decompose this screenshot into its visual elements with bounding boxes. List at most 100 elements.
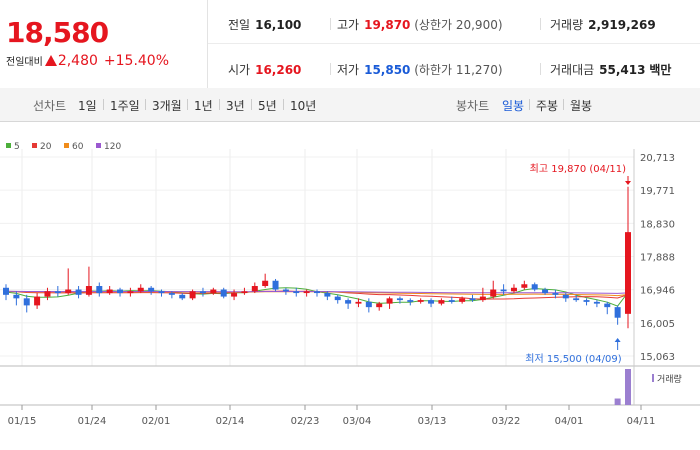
divider — [187, 99, 188, 110]
volume-label: 거래량 — [550, 18, 584, 32]
legend-label: 20 — [40, 142, 52, 152]
candle-body — [137, 287, 144, 292]
legend-ma120: 120 — [96, 142, 121, 152]
y-tick-label: 16,946 — [640, 286, 675, 297]
legend-ma60: 60 — [64, 142, 83, 152]
tab-1d[interactable]: 1일 — [78, 99, 97, 113]
volume-bar — [625, 369, 631, 405]
divider — [145, 99, 146, 110]
candle-body — [345, 300, 352, 304]
candle-body — [262, 280, 269, 287]
volume-bar — [614, 398, 621, 405]
candle-body — [521, 284, 528, 288]
candle-body — [583, 300, 590, 302]
candle-body — [386, 298, 393, 304]
candles — [3, 186, 631, 329]
tab-daily[interactable]: 일봉 — [502, 99, 525, 113]
high-value: 19,870 — [364, 18, 411, 32]
tab-weekly[interactable]: 주봉 — [536, 99, 559, 113]
candle-body — [3, 287, 9, 295]
y-tick-label: 18,830 — [640, 219, 675, 230]
tab-monthly[interactable]: 월봉 — [570, 99, 593, 113]
high-annotation: 최고 19,870 (04/11) — [530, 163, 626, 175]
candle-body — [531, 284, 538, 290]
candle-body — [220, 289, 227, 297]
high-arrow-head — [625, 181, 631, 185]
y-tick-label: 17,888 — [640, 253, 675, 264]
candle-body — [54, 291, 61, 294]
candle-body — [334, 296, 341, 301]
tab-10y[interactable]: 10년 — [290, 99, 317, 113]
low-annotation: 최저 15,500 (04/09) — [525, 353, 621, 365]
tab-5y[interactable]: 5년 — [258, 99, 277, 113]
candle-body — [85, 286, 92, 295]
chart-axes: 20,713 19,771 18,830 17,888 16,946 16,005 15,0… — [0, 149, 700, 427]
y-tick-label: 16,005 — [640, 319, 675, 330]
candle-body — [293, 291, 300, 294]
quote-header: 18,580 전일대비 2,480 +15.40% 전일 16,100 고가 19,87… — [0, 0, 700, 89]
high-price: 고가 19,870 (상한가 20,900) — [337, 16, 503, 33]
trade-amount: 거래대금 55,413 백만 — [550, 61, 671, 78]
candle-body — [106, 289, 113, 294]
low-price: 저가 15,850 (하한가 11,270) — [337, 61, 503, 78]
prev-close: 전일 16,100 — [228, 16, 301, 33]
candle-chart-label: 봉차트 — [456, 99, 490, 113]
low-label: 저가 — [337, 63, 360, 77]
candle-body — [44, 291, 51, 297]
legend-swatch — [96, 143, 101, 148]
candle-body — [552, 293, 559, 295]
y-tick-label: 20,713 — [640, 153, 675, 164]
amount-unit: 백만 — [649, 63, 672, 77]
divider — [251, 99, 252, 110]
candle-body — [158, 291, 165, 294]
lower-limit: (하한가 11,270) — [414, 63, 503, 77]
candle-body — [199, 291, 206, 294]
volume-bars: 거래량 — [614, 369, 682, 405]
candle-body — [251, 286, 258, 292]
tab-3y[interactable]: 3년 — [226, 99, 245, 113]
candle-body — [303, 291, 310, 294]
x-tick-label: 03/04 — [343, 416, 372, 427]
candle-body — [365, 301, 372, 308]
tab-3m[interactable]: 3개월 — [152, 99, 182, 113]
amount-label: 거래대금 — [550, 63, 595, 77]
candle-body — [179, 294, 186, 299]
prev-close-value: 16,100 — [255, 18, 302, 32]
chart-grid — [0, 149, 634, 366]
candle-body — [490, 289, 497, 297]
divider — [540, 63, 541, 75]
candle-body — [448, 300, 455, 302]
divider — [103, 99, 104, 110]
legend-swatch — [32, 143, 37, 148]
chart-tabs: 선차트 1일 1주일 3개월 1년 3년 5년 10년 봉차트 일봉 주봉 월봉 — [0, 88, 700, 122]
open-label: 시가 — [228, 63, 251, 77]
candle-body — [314, 291, 320, 294]
candle-body — [65, 289, 72, 294]
high-label: 고가 — [337, 18, 360, 32]
tab-1y[interactable]: 1년 — [194, 99, 213, 113]
candle-body — [604, 303, 611, 308]
change-row: 전일대비 2,480 +15.40% — [6, 53, 169, 69]
candle-body — [593, 301, 600, 304]
divider — [283, 99, 284, 110]
tab-1w[interactable]: 1주일 — [110, 99, 140, 113]
candle-body — [625, 232, 631, 314]
legend-label: 120 — [104, 142, 122, 152]
divider — [330, 18, 331, 30]
x-tick-label: 02/14 — [216, 416, 245, 427]
divider — [330, 63, 331, 75]
x-tick-label: 04/11 — [627, 416, 656, 427]
amount-value: 55,413 — [599, 63, 646, 77]
volume-legend-swatch — [652, 374, 654, 382]
legend-ma5: 5 — [6, 142, 20, 152]
x-tick-label: 01/15 — [8, 416, 37, 427]
candle-body — [417, 300, 424, 302]
candle-body — [376, 303, 383, 308]
candle-body — [510, 287, 517, 292]
candle-body — [407, 300, 414, 302]
volume: 거래량 2,919,269 — [550, 16, 656, 33]
price-panel: 18,580 전일대비 2,480 +15.40% — [0, 0, 208, 88]
low-value: 15,850 — [364, 63, 411, 77]
divider — [219, 99, 220, 110]
